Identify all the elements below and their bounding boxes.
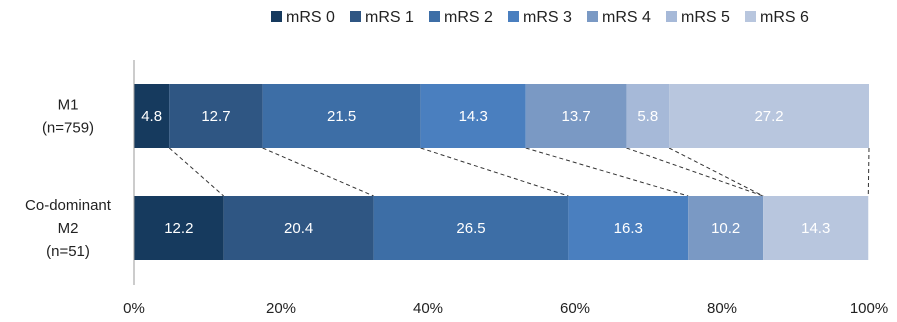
legend-label-6: mRS 6 [760, 9, 809, 26]
bar-segment-1-0 [134, 196, 224, 260]
legend-swatch-5 [666, 11, 677, 22]
connector-line-1 [262, 147, 374, 197]
connector-line-0 [168, 147, 225, 197]
legend-label-0: mRS 0 [286, 9, 335, 26]
data-label-1-6: 14.3 [801, 220, 830, 237]
bar-segment-1-6 [763, 196, 869, 260]
bar-segment-1-3 [568, 196, 689, 260]
category-label-1-1: M2 [58, 220, 79, 237]
connector-line-4 [626, 147, 764, 197]
bar-segment-0-0 [134, 84, 170, 148]
legend-label-2: mRS 2 [444, 9, 493, 26]
data-label-1-2: 26.5 [456, 220, 485, 237]
category-label-1-0: Co-dominant [25, 197, 112, 214]
category-label-0-1: (n=759) [42, 120, 94, 137]
data-label-1-3: 16.3 [614, 220, 643, 237]
legend-label-3: mRS 3 [523, 9, 572, 26]
x-tick-label-1: 20% [266, 300, 296, 317]
connector-line-3 [525, 147, 689, 197]
legend: mRS 0 mRS 1 mRS 2 mRS 3 mRS 4 mRS 5 mRS 6 [271, 9, 809, 26]
legend-swatch-3 [508, 11, 519, 22]
category-label-0-0: M1 [58, 97, 79, 114]
legend-swatch-4 [587, 11, 598, 22]
data-label-0-1: 12.7 [201, 108, 230, 125]
bar-segment-0-3 [420, 84, 526, 148]
category-labels: M1 (n=759) Co-dominant M2 (n=51) [25, 97, 112, 261]
bar-segment-0-6 [669, 84, 869, 148]
data-label-1-4: 10.2 [711, 220, 740, 237]
bar-segment-1-1 [223, 196, 374, 260]
x-tick-label-4: 80% [707, 300, 737, 317]
bar-segment-0-5 [626, 84, 670, 148]
x-tick-labels: 0% 20% 40% 60% 80% 100% [123, 300, 888, 317]
data-label-0-2: 21.5 [327, 108, 356, 125]
segment-labels: 4.8 12.7 21.5 14.3 13.7 5.8 27.2 12.2 20.4 26.5 16… [141, 108, 830, 237]
data-label-0-0: 4.8 [141, 108, 162, 125]
data-label-0-5: 5.8 [637, 108, 658, 125]
category-label-1-2: (n=51) [46, 243, 90, 260]
data-label-0-3: 14.3 [459, 108, 488, 125]
bars [134, 84, 869, 260]
bar-segment-1-2 [373, 196, 569, 260]
bar-segment-1-4 [688, 196, 764, 260]
x-tick-label-2: 40% [413, 300, 443, 317]
connector-lines [168, 147, 870, 197]
data-label-0-4: 13.7 [562, 108, 591, 125]
x-tick-label-3: 60% [560, 300, 590, 317]
data-label-1-1: 20.4 [284, 220, 313, 237]
connector-line-2 [420, 147, 569, 197]
data-label-1-0: 12.2 [164, 220, 193, 237]
legend-swatch-2 [429, 11, 440, 22]
x-tick-label-5: 100% [850, 300, 888, 317]
bar-segment-0-2 [262, 84, 421, 148]
x-tick-label-0: 0% [123, 300, 145, 317]
legend-swatch-0 [271, 11, 282, 22]
legend-swatch-6 [745, 11, 756, 22]
data-label-0-6: 27.2 [754, 108, 783, 125]
legend-swatch-1 [350, 11, 361, 22]
connector-line-6 [867, 147, 870, 197]
legend-label-5: mRS 5 [681, 9, 730, 26]
legend-label-4: mRS 4 [602, 9, 651, 26]
connector-line-5 [668, 147, 764, 197]
legend-label-1: mRS 1 [365, 9, 414, 26]
bar-segment-0-4 [525, 84, 627, 148]
bar-segment-0-1 [169, 84, 263, 148]
